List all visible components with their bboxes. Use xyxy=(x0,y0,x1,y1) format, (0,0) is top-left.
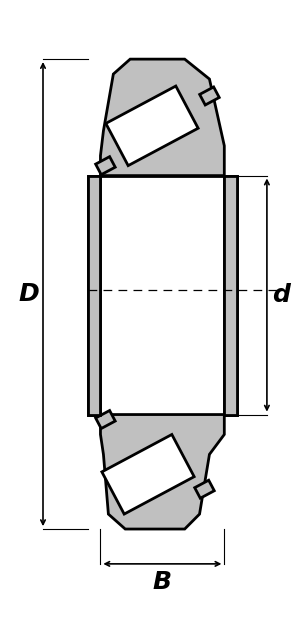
Polygon shape xyxy=(195,480,214,498)
Polygon shape xyxy=(224,176,237,414)
Polygon shape xyxy=(106,86,198,166)
Polygon shape xyxy=(100,59,224,176)
Text: B: B xyxy=(153,570,172,594)
Polygon shape xyxy=(224,176,237,414)
Text: d: d xyxy=(272,283,290,307)
Polygon shape xyxy=(100,176,224,414)
Polygon shape xyxy=(96,157,115,174)
Polygon shape xyxy=(88,176,100,414)
Polygon shape xyxy=(100,414,224,529)
Polygon shape xyxy=(102,434,194,514)
Polygon shape xyxy=(200,87,219,105)
Polygon shape xyxy=(88,176,100,414)
Text: D: D xyxy=(19,282,40,306)
Polygon shape xyxy=(96,411,115,429)
Polygon shape xyxy=(100,176,224,414)
